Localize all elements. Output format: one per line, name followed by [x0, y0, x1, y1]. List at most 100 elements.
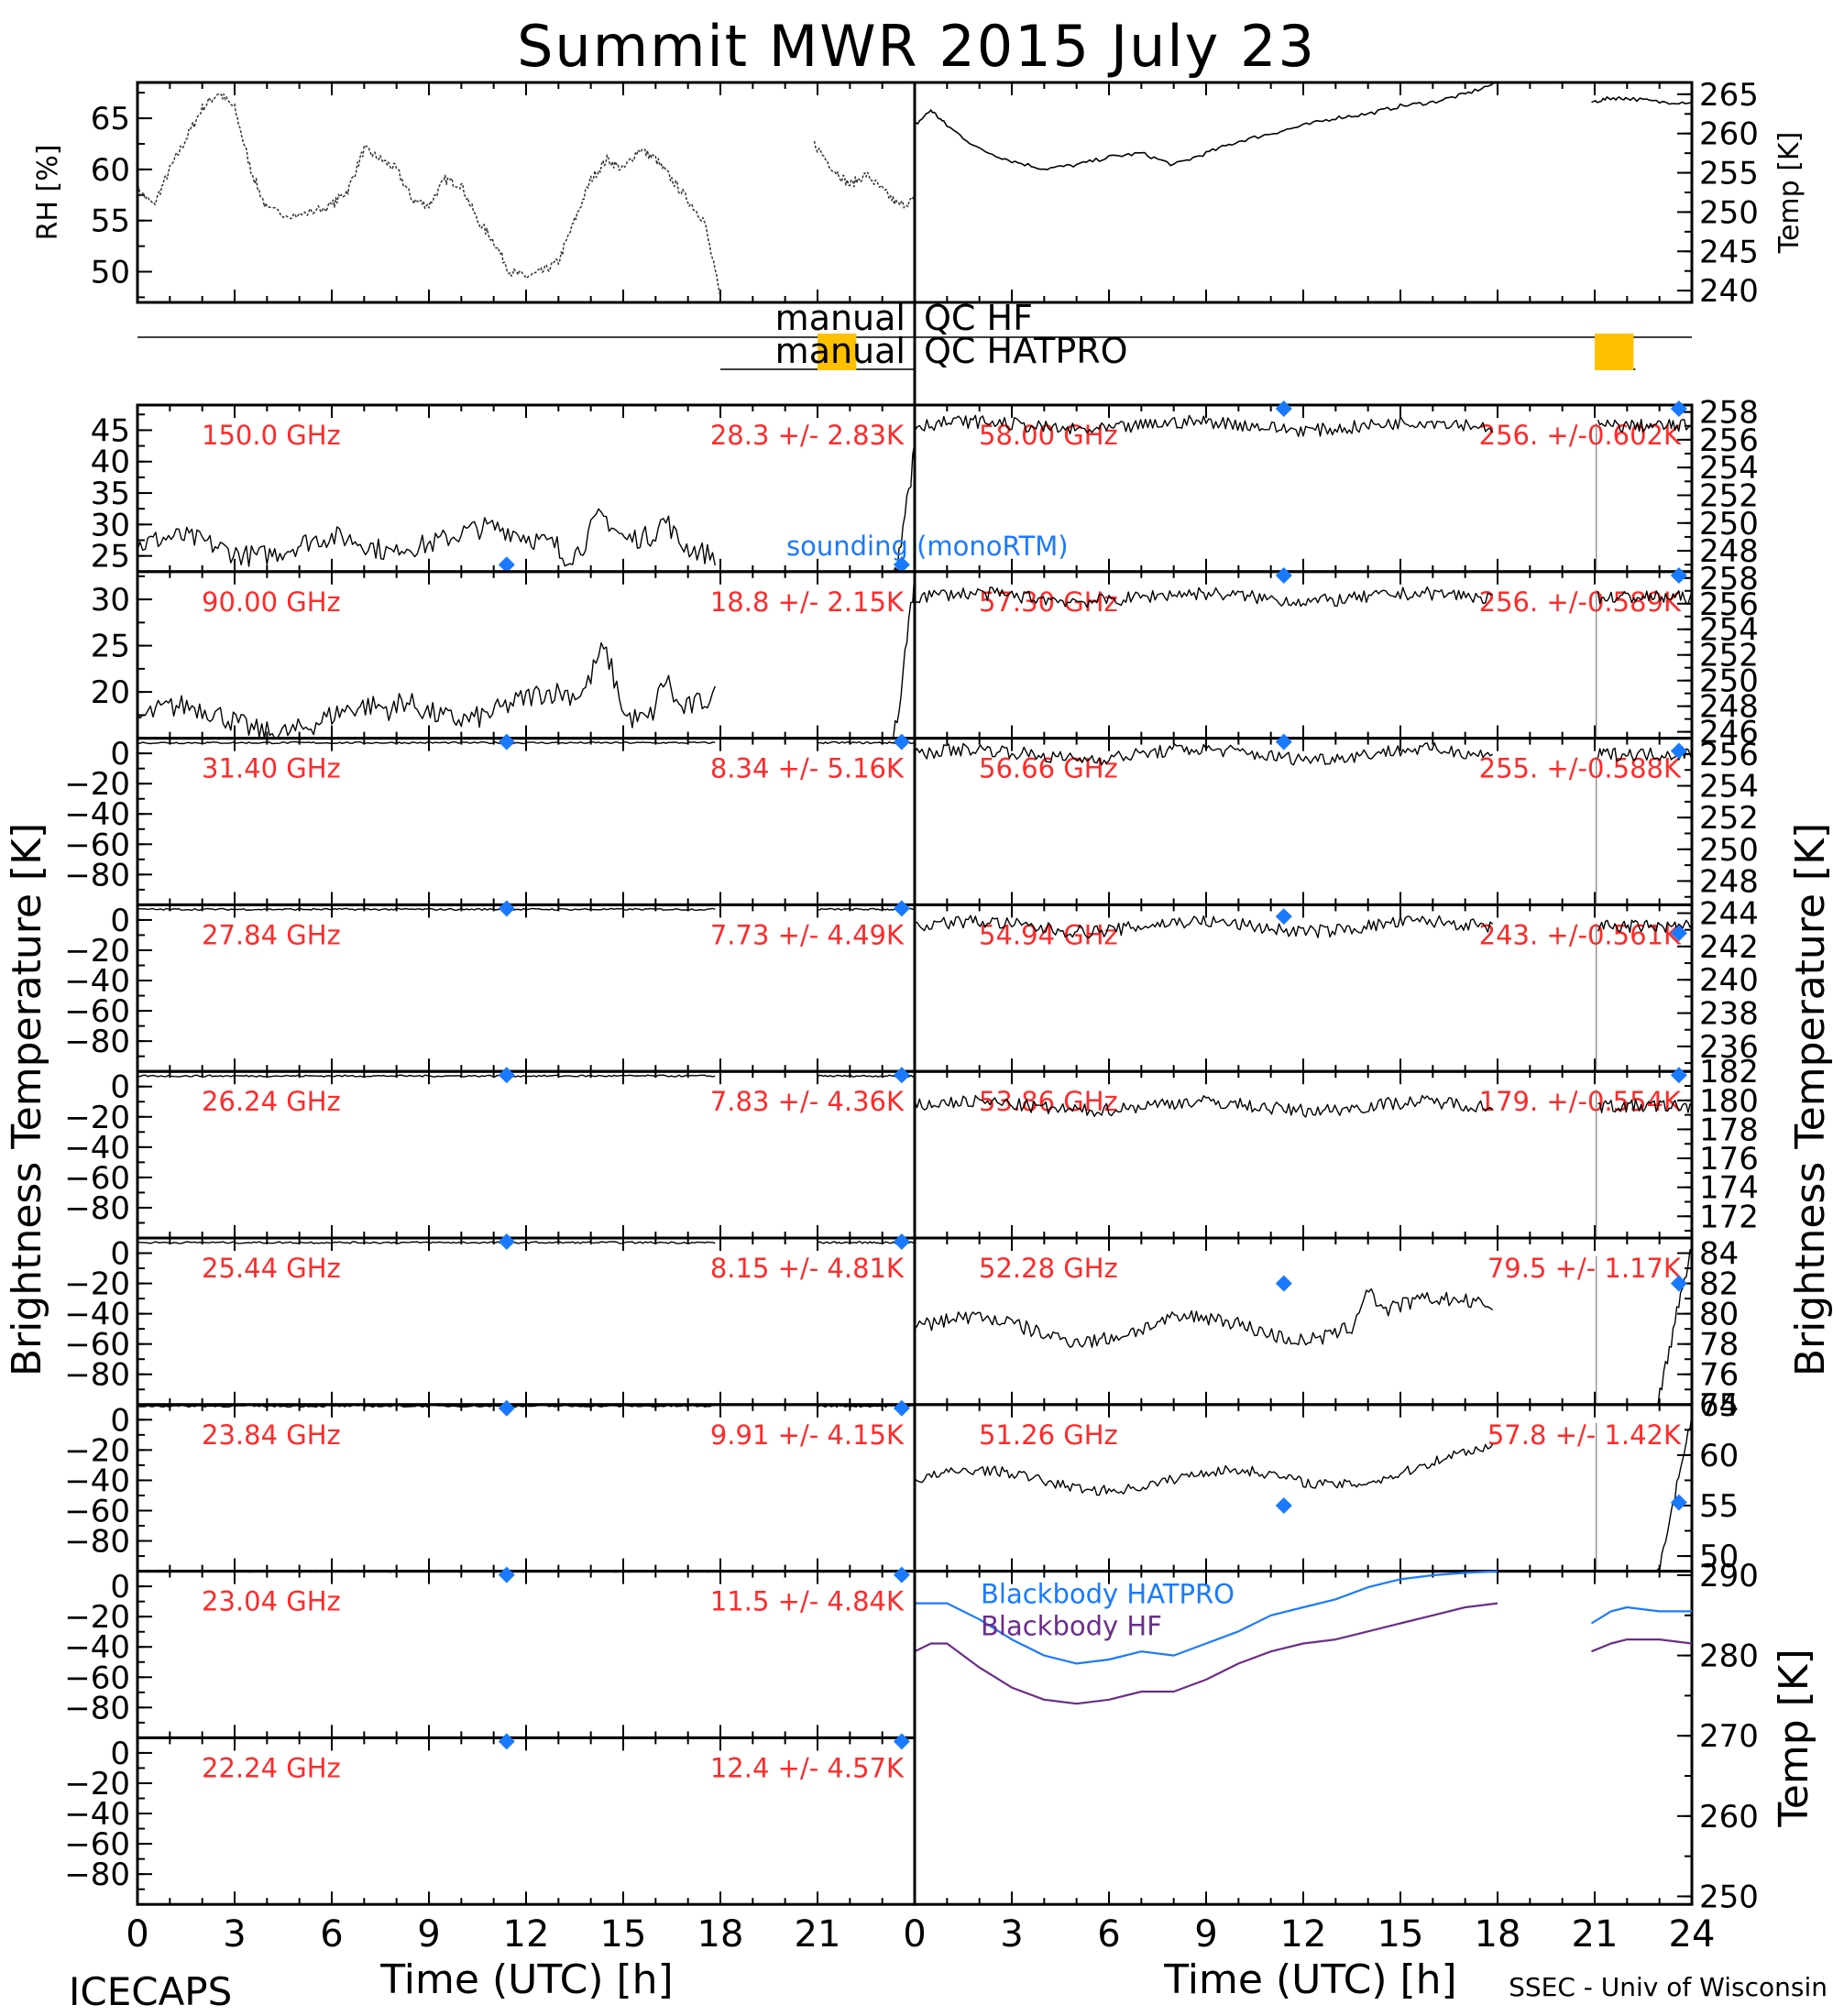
right-channel-5-sounding-point	[1275, 1275, 1292, 1292]
left-channel-4-y-tick-label: −40	[64, 1130, 130, 1167]
left-channel-3-series-line	[137, 907, 716, 911]
left-channel-2-y-tick-label: −20	[64, 766, 130, 803]
left-channel-8-y-tick-label: −20	[64, 1766, 130, 1802]
right-channel-1-series-line-2	[1597, 590, 1693, 605]
right-channel-5-y-tick-label: 80	[1699, 1297, 1739, 1333]
left-x-tick-label: 0	[126, 1913, 148, 1956]
right-channel-0-stats: 256. +/-0.602K	[1479, 420, 1682, 451]
right-channel-2-series-line	[914, 742, 1494, 766]
rh-y-label: RH [%]	[32, 145, 64, 241]
right-channel-5-y-tick-label: 84	[1699, 1236, 1739, 1273]
left-channel-7-y-tick-label: 0	[110, 1569, 130, 1605]
left-channel-3-stats: 7.73 +/- 4.49K	[710, 919, 905, 950]
right-channel-0-y-tick-label: 252	[1699, 477, 1759, 514]
left-channel-4-sounding-point	[498, 1067, 515, 1084]
left-channel-6-series-line	[137, 1404, 716, 1408]
right-channel-1-sounding-point	[1670, 566, 1687, 584]
left-channel-1-y-tick-label: 30	[91, 582, 130, 619]
blackbody-y-tick-label: 290	[1699, 1558, 1759, 1594]
blackbody-legend-hatpro: Blackbody HATPRO	[981, 1579, 1235, 1610]
right-channel-4-series-line-2	[1597, 1099, 1693, 1113]
right-channel-2-stats: 255. +/-0.588K	[1479, 753, 1682, 784]
sounding-annotation: sounding (monoRTM)	[786, 531, 1069, 562]
left-channel-2-freq: 31.40 GHz	[202, 753, 341, 784]
right-x-tick-label: 6	[1097, 1913, 1120, 1956]
right-channel-4-y-tick-label: 172	[1699, 1199, 1759, 1235]
left-channel-3-y-tick-label: 0	[110, 903, 130, 939]
right-channel-4-y-tick-label: 178	[1699, 1112, 1759, 1148]
left-channel-8-sounding-point	[498, 1733, 515, 1750]
temp-plot-area	[913, 81, 1694, 304]
right-channel-3-series-line-2	[1597, 919, 1693, 934]
right-channel-3-y-tick-label: 244	[1699, 895, 1759, 932]
left-channel-0-series-line	[137, 508, 716, 567]
left-y-axis-label: Brightness Temperature [K]	[4, 823, 50, 1376]
temp-y-tick-label: 240	[1699, 273, 1759, 310]
left-channel-5-sounding-point	[498, 1233, 515, 1250]
left-channel-2-series-line	[137, 740, 716, 745]
left-channel-0-sounding-point	[893, 556, 910, 574]
left-channel-2-y-tick-label: −80	[64, 857, 130, 893]
temp-y-tick-label: 260	[1699, 116, 1759, 153]
left-channel-1-stats: 18.8 +/- 2.15K	[710, 586, 905, 618]
left-channel-7-y-tick-label: −40	[64, 1629, 130, 1666]
right-channel-2-y-tick-label: 252	[1699, 800, 1759, 837]
right-channel-1-y-tick-label: 248	[1699, 689, 1759, 726]
left-channel-7-sounding-point	[893, 1566, 910, 1583]
right-channel-3-y-tick-label: 242	[1699, 929, 1759, 966]
right-channel-1-y-tick-label: 250	[1699, 663, 1759, 700]
rh-series-line	[813, 140, 916, 209]
left-channel-5-y-tick-label: −80	[64, 1357, 130, 1394]
left-channel-2-sounding-point	[498, 733, 515, 751]
right-channel-0-series-line	[914, 414, 1494, 437]
temp-series-line	[914, 82, 1498, 170]
right-channel-5-y-tick-label: 76	[1699, 1357, 1739, 1394]
right-channel-0-y-tick-label: 254	[1699, 450, 1759, 487]
right-channel-1-y-tick-label: 252	[1699, 638, 1759, 674]
qc-label-manual-hf: manual	[775, 298, 906, 338]
left-channel-7-y-tick-label: −20	[64, 1599, 130, 1636]
right-channel-5-y-tick-label: 74	[1699, 1387, 1739, 1424]
right-channel-4-y-tick-label: 176	[1699, 1141, 1759, 1178]
right-channel-0-sounding-point	[1275, 400, 1292, 417]
left-channel-0-y-tick-label: 40	[91, 444, 130, 481]
qc-label-hatpro: QC HATPRO	[924, 331, 1128, 371]
left-channel-0-freq: 150.0 GHz	[202, 420, 341, 451]
left-channel-3-y-tick-label: −40	[64, 963, 130, 1000]
temp-y-tick-label: 245	[1699, 234, 1759, 270]
left-channel-4-freq: 26.24 GHz	[202, 1086, 341, 1117]
right-channel-5-y-tick-label: 82	[1699, 1266, 1739, 1303]
right-channel-1-y-tick-label: 246	[1699, 715, 1759, 751]
right-x-tick-label: 3	[1000, 1913, 1023, 1956]
left-channel-5-y-tick-label: −20	[64, 1266, 130, 1303]
left-x-tick-label: 12	[503, 1913, 550, 1956]
right-channel-6-sounding-point	[1670, 1494, 1687, 1511]
left-channel-2-y-tick-label: −40	[64, 796, 130, 833]
left-channel-8-stats: 12.4 +/- 4.57K	[710, 1752, 905, 1783]
right-channel-0-y-tick-label: 256	[1699, 422, 1759, 459]
rh-y-tick-label: 50	[91, 255, 130, 291]
x-axis-label-left: Time (UTC) [h]	[379, 1956, 673, 2003]
right-channel-0-sounding-point	[1670, 400, 1687, 417]
right-y-axis-label: Brightness Temperature [K]	[1787, 823, 1833, 1376]
right-channel-3-y-tick-label: 240	[1699, 962, 1759, 999]
left-channel-7-freq: 23.04 GHz	[202, 1586, 341, 1617]
left-channel-0-y-tick-label: 25	[91, 539, 130, 575]
right-x-tick-label: 0	[903, 1913, 926, 1956]
right-channel-1-y-tick-label: 256	[1699, 586, 1759, 623]
left-channel-4-stats: 7.83 +/- 4.36K	[710, 1086, 905, 1117]
temp-y-label: Temp [K]	[1773, 132, 1806, 255]
figure-title: Summit MWR 2015 July 23	[517, 13, 1316, 80]
right-channel-1-stats: 256. +/-0.589K	[1479, 586, 1682, 618]
left-channel-4-sounding-point	[893, 1067, 910, 1084]
temp-y-tick-label: 265	[1699, 77, 1759, 114]
left-channel-4-y-tick-label: −80	[64, 1190, 130, 1227]
right-channel-6-y-tick-label: 55	[1699, 1488, 1739, 1525]
right-channel-0-y-tick-label: 250	[1699, 506, 1759, 542]
right-x-tick-label: 18	[1475, 1913, 1521, 1956]
left-channel-6-sounding-point	[893, 1399, 910, 1417]
left-channel-5-stats: 8.15 +/- 4.81K	[710, 1253, 905, 1284]
left-channel-0-y-tick-label: 35	[91, 476, 130, 512]
